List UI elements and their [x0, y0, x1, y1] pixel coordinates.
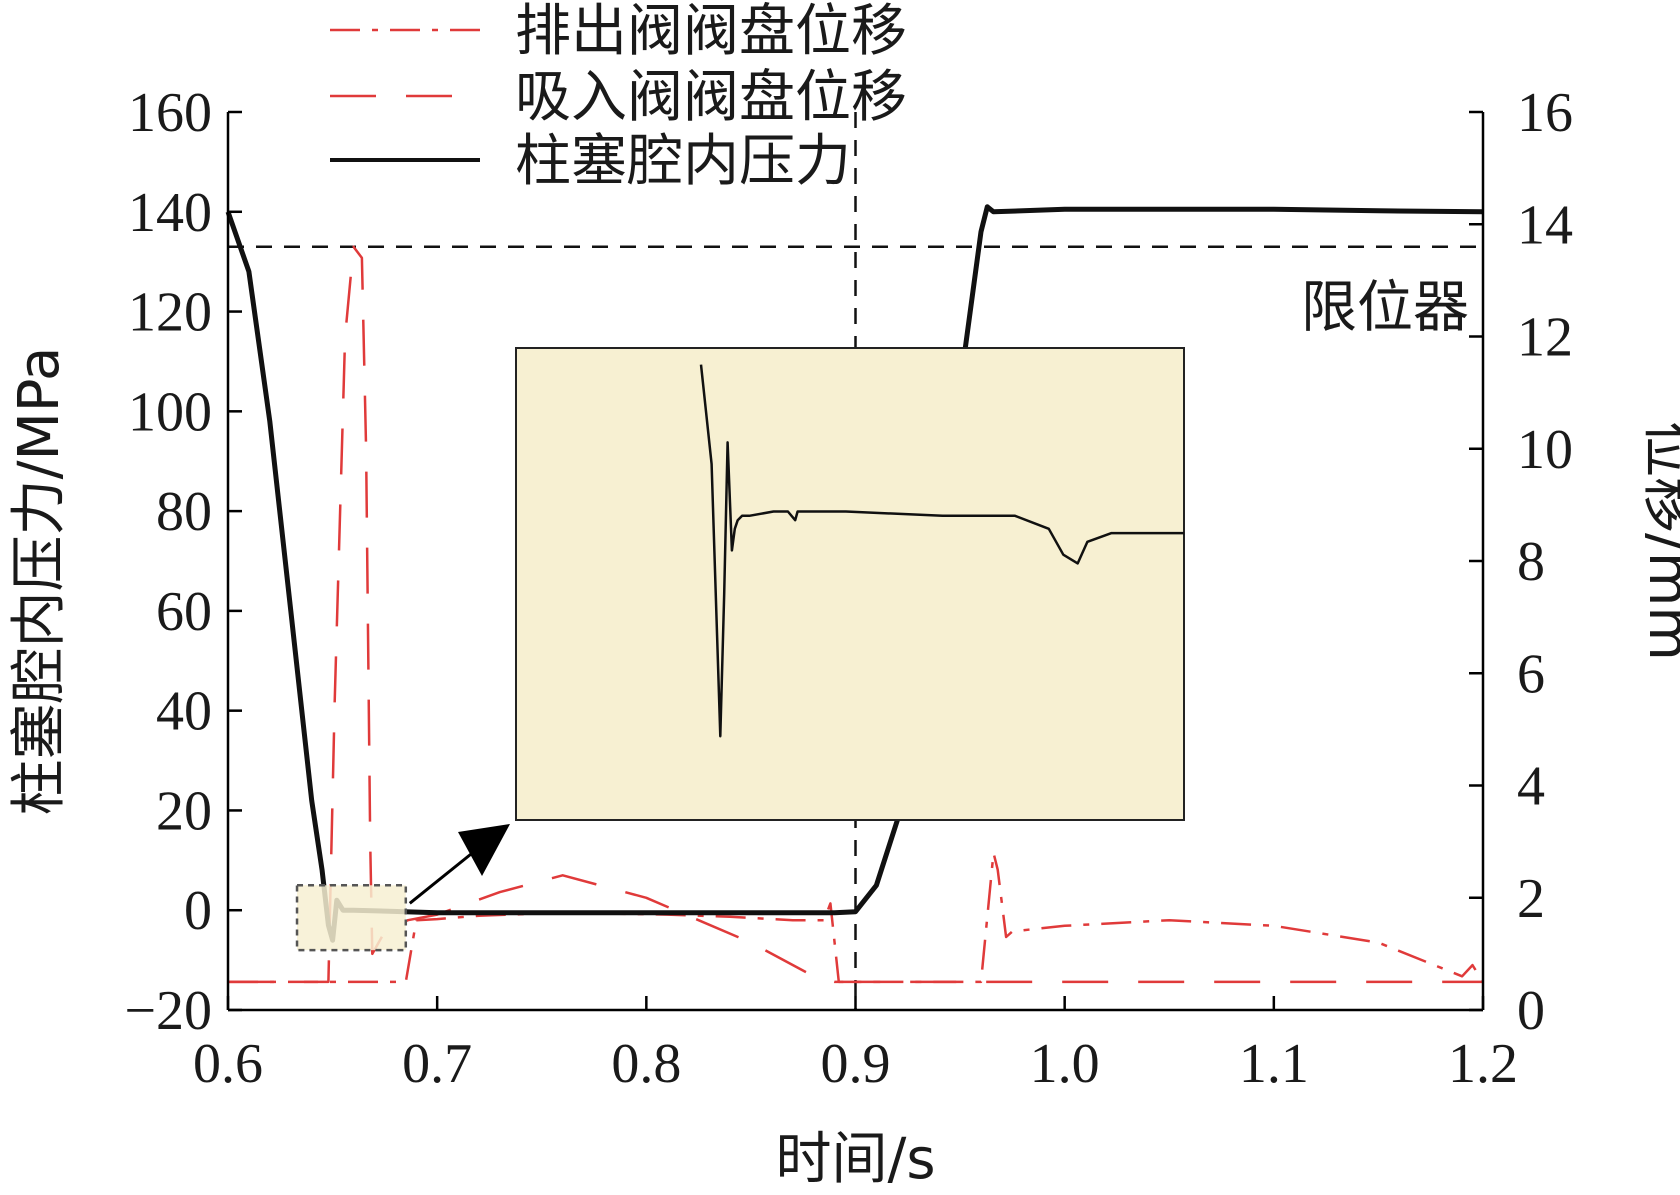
left-tick-label: 120 [128, 282, 212, 344]
x-tick-label: 0.8 [611, 1033, 681, 1095]
x-tick-label: 1.2 [1448, 1033, 1518, 1095]
x-tick-label: 1.1 [1239, 1033, 1309, 1095]
right-tick-label: 6 [1517, 643, 1545, 705]
plot-area [225, 112, 1485, 1010]
right-axis-title: 位移/mm [1636, 421, 1680, 661]
x-tick-label: 0.7 [402, 1033, 472, 1095]
right-tick-label: 16 [1517, 82, 1573, 144]
left-tick-label: 140 [128, 182, 212, 244]
suction-valve-series [228, 245, 1483, 984]
left-tick-label: 160 [128, 82, 212, 144]
left-tick-label: 80 [156, 481, 212, 543]
pressure-series [225, 204, 1484, 943]
left-tick-label: 100 [128, 381, 212, 443]
x-tick-label: 1.0 [1030, 1033, 1100, 1095]
zoom-arrow-head [458, 824, 510, 876]
legend-discharge-valve-label: 排出阀阀盘位移 [515, 0, 907, 64]
axes: 0.6 0.7 0.8 0.9 1.0 1.1 1.2−200204060801001201… [124, 82, 1573, 1095]
zoom-source-box [295, 884, 408, 952]
legend-suction-valve-label: 吸入阀阀盘位移 [515, 65, 907, 130]
right-tick-label: 8 [1517, 531, 1545, 593]
right-tick-label: 4 [1517, 756, 1545, 818]
inset-pressure-trace [699, 364, 1184, 738]
left-axis-title: 柱塞腔内压力/MPa [7, 347, 72, 816]
left-tick-label: 40 [156, 681, 212, 743]
right-tick-label: 12 [1517, 307, 1573, 369]
right-tick-label: 0 [1517, 980, 1545, 1042]
limiter-label: 限位器 [1301, 276, 1469, 341]
left-tick-label: 60 [156, 581, 212, 643]
x-tick-label: 0.9 [821, 1033, 891, 1095]
right-tick-label: 10 [1517, 419, 1573, 481]
left-tick-label: −20 [124, 980, 212, 1042]
right-tick-label: 2 [1517, 868, 1545, 930]
zoom-inset [295, 347, 1185, 952]
inset-panel [515, 347, 1185, 821]
discharge-valve-series [228, 851, 1485, 984]
x-axis-title: 时间/s [775, 1127, 935, 1192]
legend-pressure-label: 柱塞腔内压力 [515, 129, 851, 194]
left-tick-label: 0 [184, 880, 212, 942]
left-tick-label: 20 [156, 780, 212, 842]
x-tick-label: 0.6 [193, 1033, 263, 1095]
right-tick-label: 14 [1517, 194, 1573, 256]
